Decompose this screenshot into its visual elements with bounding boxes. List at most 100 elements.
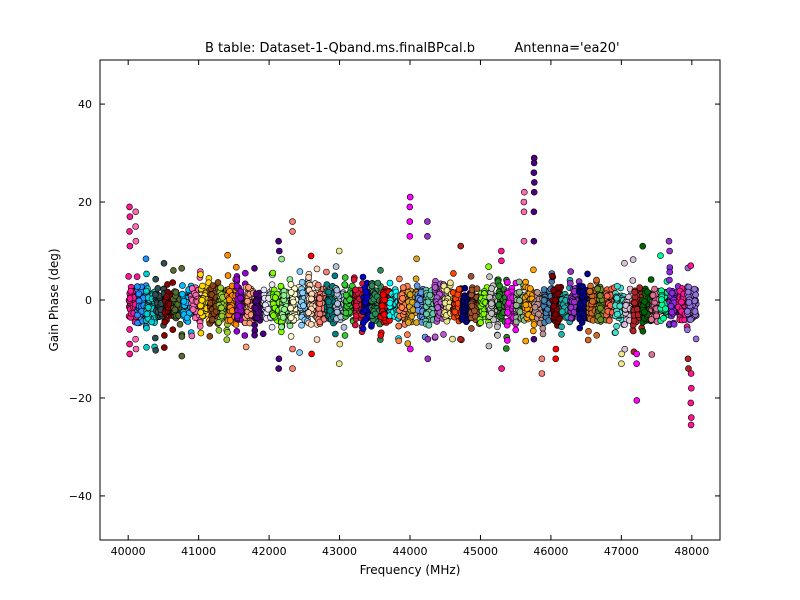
y-tick-label: −20: [69, 392, 92, 405]
data-point: [678, 298, 685, 306]
data-point: [667, 302, 675, 310]
data-point: [535, 310, 542, 318]
data-point: [485, 342, 493, 350]
y-tick-label: 0: [85, 294, 92, 307]
data-point: [197, 271, 204, 278]
data-point: [305, 309, 312, 316]
data-point: [172, 288, 180, 296]
data-point: [651, 285, 658, 293]
data-point: [287, 289, 295, 296]
data-point: [636, 284, 644, 291]
data-point: [539, 330, 547, 338]
data-point: [684, 326, 691, 334]
data-point: [188, 332, 196, 340]
data-point: [566, 279, 574, 287]
data-point: [161, 344, 168, 351]
data-point: [271, 294, 279, 301]
data-point: [455, 285, 463, 293]
x-tick-label: 41000: [181, 545, 216, 558]
data-point: [134, 283, 141, 290]
data-point: [368, 282, 376, 290]
data-point: [169, 326, 177, 334]
x-axis-label: Frequency (MHz): [360, 563, 461, 577]
data-point: [613, 294, 621, 302]
data-point: [486, 273, 493, 281]
data-point: [132, 345, 140, 353]
data-point: [237, 288, 245, 295]
data-point: [658, 296, 665, 303]
data-point: [449, 335, 456, 343]
data-point: [530, 208, 538, 216]
data-point: [576, 315, 583, 323]
data-point: [161, 332, 168, 339]
data-point: [152, 275, 159, 283]
data-point: [126, 350, 133, 358]
data-point: [132, 335, 139, 343]
data-point: [236, 302, 244, 310]
data-point: [578, 309, 586, 317]
data-point: [359, 325, 367, 333]
data-point: [341, 281, 349, 288]
data-point: [170, 267, 177, 274]
data-point: [597, 316, 605, 324]
data-point: [687, 262, 695, 270]
data-point: [353, 302, 360, 310]
chart-title: B table: Dataset-1-Qband.ms.finalBPcal.b: [205, 41, 475, 56]
data-point: [596, 304, 604, 312]
data-point: [143, 287, 150, 295]
data-point: [413, 255, 420, 263]
data-point: [197, 329, 205, 337]
data-point: [520, 198, 528, 206]
data-point: [399, 294, 406, 302]
y-tick-label: −40: [69, 490, 92, 503]
data-point: [335, 360, 343, 368]
data-point: [473, 285, 481, 293]
data-point: [531, 303, 539, 311]
data-point: [126, 295, 134, 302]
data-point: [374, 279, 382, 287]
data-point: [495, 301, 503, 309]
data-point: [234, 312, 241, 320]
data-point: [215, 326, 223, 334]
data-point: [585, 327, 592, 335]
data-point: [233, 275, 241, 283]
data-point: [178, 352, 186, 360]
data-point: [313, 336, 321, 343]
data-point: [214, 279, 222, 286]
data-point: [648, 351, 656, 358]
data-point: [670, 320, 678, 328]
data-point: [126, 203, 133, 211]
data-point: [351, 321, 359, 329]
data-point: [164, 281, 171, 288]
data-point: [530, 179, 538, 186]
data-point: [549, 272, 556, 280]
x-tick-label: 46000: [533, 545, 568, 558]
data-point: [495, 293, 502, 300]
data-point: [496, 282, 503, 290]
data-point: [406, 218, 414, 225]
data-point: [424, 298, 432, 306]
data-point: [586, 287, 594, 295]
data-point: [242, 269, 249, 277]
data-point: [431, 284, 439, 291]
data-point: [613, 322, 620, 330]
data-point: [179, 282, 186, 289]
x-tick-label: 42000: [252, 545, 287, 558]
data-point: [132, 237, 140, 245]
data-point: [413, 301, 421, 309]
data-point: [226, 316, 234, 324]
data-point: [504, 317, 512, 325]
data-point: [616, 302, 624, 310]
data-point: [457, 242, 465, 250]
data-point: [665, 237, 673, 245]
data-point: [280, 292, 288, 299]
data-point: [629, 327, 637, 335]
data-point: [406, 291, 414, 298]
data-point: [199, 282, 206, 290]
data-point: [530, 169, 538, 176]
data-point: [412, 275, 420, 283]
data-point: [325, 288, 332, 296]
data-point: [618, 360, 625, 368]
x-tick-label: 48000: [674, 545, 709, 558]
data-point: [649, 291, 657, 299]
